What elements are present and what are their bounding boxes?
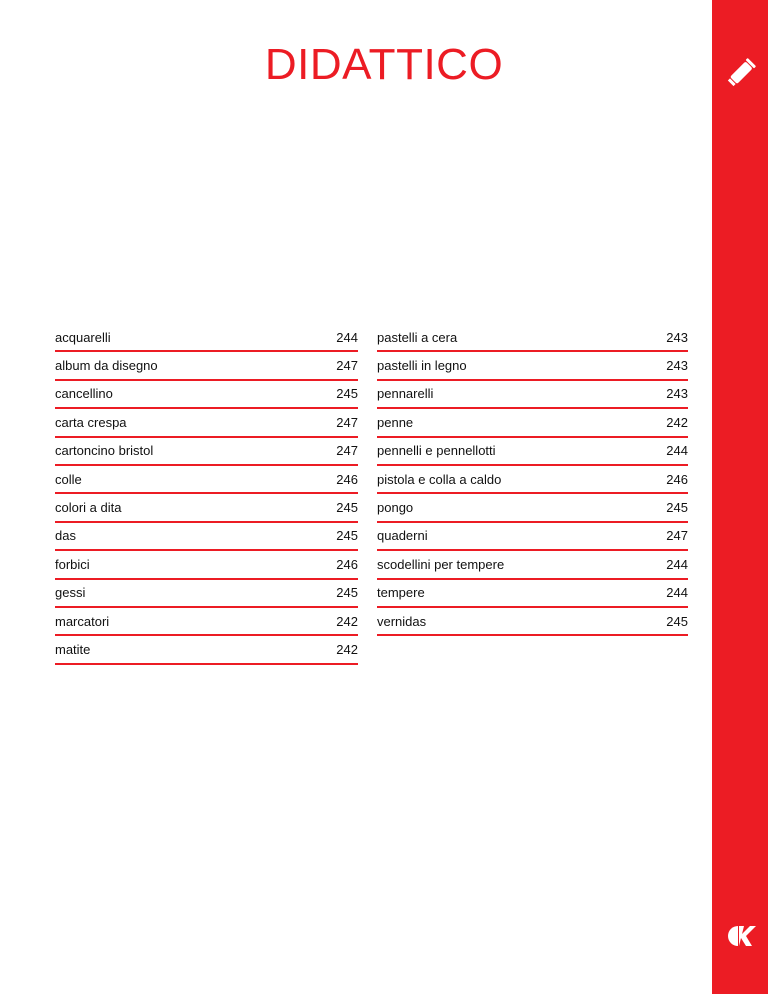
index-entry: das 245 — [55, 523, 358, 552]
entry-page: 245 — [336, 528, 358, 544]
entry-label: matite — [55, 641, 91, 657]
entry-page: 243 — [666, 358, 688, 374]
entry-page: 244 — [666, 585, 688, 601]
entry-label: carta crespa — [55, 414, 127, 430]
entry-label: vernidas — [377, 613, 427, 629]
entry-page: 247 — [336, 443, 358, 459]
index-entry: cartoncino bristol 247 — [55, 438, 358, 466]
index-entry: quaderni 247 — [377, 523, 688, 552]
entry-page: 245 — [336, 585, 358, 601]
index-entry: pennarelli 243 — [377, 381, 688, 410]
entry-page: 247 — [666, 528, 688, 544]
index-entry: carta crespa 247 — [55, 409, 358, 438]
entry-label: pennarelli — [377, 386, 434, 402]
index-entry: tempere 244 — [377, 580, 688, 608]
entry-page: 245 — [336, 386, 358, 402]
index-entry: penne 242 — [377, 409, 688, 438]
entry-page: 245 — [666, 613, 688, 629]
entry-label: scodellini per tempere — [377, 556, 505, 572]
entry-page: 244 — [666, 556, 688, 572]
entry-label: marcatori — [55, 613, 110, 629]
entry-label: colori a dita — [55, 500, 122, 516]
index-entry: forbici 246 — [55, 551, 358, 580]
entry-page: 242 — [666, 414, 688, 430]
brand-logo — [728, 926, 756, 946]
entry-page: 243 — [666, 386, 688, 402]
index-entry: matite 242 — [55, 636, 358, 665]
entry-label: das — [55, 528, 76, 544]
index-entry: album da disegno 247 — [55, 352, 358, 381]
entry-label: pennelli e pennellotti — [377, 443, 496, 459]
entry-page: 247 — [336, 414, 358, 430]
paint-tube-icon — [727, 58, 756, 87]
entry-page: 242 — [336, 641, 358, 657]
entry-page: 244 — [666, 443, 688, 459]
index-entry: colle 246 — [55, 466, 358, 495]
index-entry: acquarelli 244 — [55, 324, 358, 353]
entry-page: 243 — [666, 329, 688, 345]
entry-label: acquarelli — [55, 329, 111, 345]
index-column-left: acquarelli 244 album da disegno 247 cancelli… — [55, 324, 358, 665]
entry-page: 247 — [336, 358, 358, 374]
index-entry: colori a dita 245 — [55, 494, 358, 523]
entry-label: penne — [377, 414, 414, 430]
entry-page: 245 — [666, 500, 688, 516]
entry-label: pastelli in legno — [377, 358, 467, 374]
entry-page: 246 — [336, 471, 358, 487]
index-entry: pongo 245 — [377, 494, 688, 523]
entry-page: 246 — [336, 556, 358, 572]
index-entry: pastelli in legno 243 — [377, 352, 688, 381]
index-entry: cancellino 245 — [55, 381, 358, 410]
entry-label: tempere — [377, 585, 425, 601]
entry-page: 242 — [336, 613, 358, 629]
index-entry: pastelli a cera 243 — [377, 324, 688, 353]
entry-page: 246 — [666, 471, 688, 487]
entry-label: pastelli a cera — [377, 329, 458, 345]
entry-label: cartoncino bristol — [55, 443, 154, 459]
index-column-right: pastelli a cera 243 pastelli in legno 243 pe… — [377, 324, 688, 637]
entry-label: gessi — [55, 585, 86, 601]
entry-label: album da disegno — [55, 358, 158, 374]
index-entry: scodellini per tempere 244 — [377, 551, 688, 580]
index-entry: gessi 245 — [55, 580, 358, 608]
entry-label: colle — [55, 471, 82, 487]
index-entry: pistola e colla a caldo 246 — [377, 466, 688, 495]
index-entry: marcatori 242 — [55, 608, 358, 637]
entry-label: pistola e colla a caldo — [377, 471, 502, 487]
index-entry: pennelli e pennellotti 244 — [377, 438, 688, 466]
entry-page: 244 — [336, 329, 358, 345]
entry-label: forbici — [55, 556, 90, 572]
index-entry: vernidas 245 — [377, 608, 688, 637]
entry-page: 245 — [336, 500, 358, 516]
sidebar-band — [712, 0, 768, 994]
entry-label: cancellino — [55, 386, 113, 402]
entry-label: pongo — [377, 500, 414, 516]
page-title: DIDATTICO — [264, 40, 504, 89]
entry-label: quaderni — [377, 528, 428, 544]
